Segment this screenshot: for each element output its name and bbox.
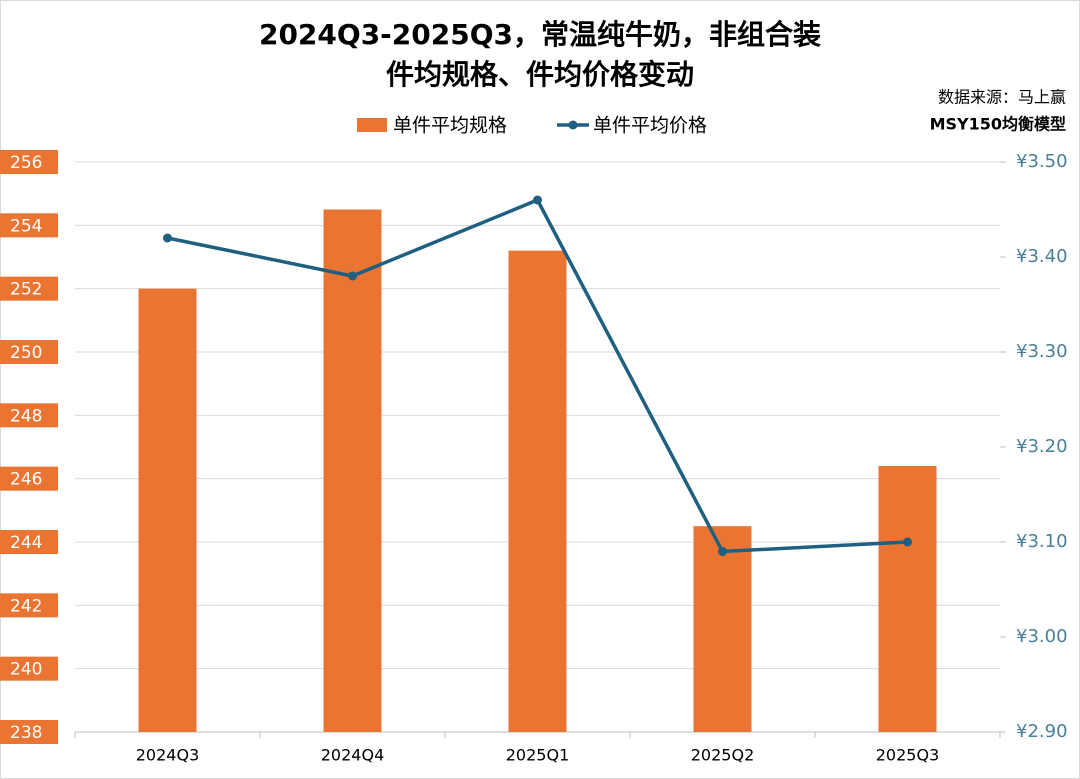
bar [693,526,752,732]
line-marker [348,271,357,281]
y-tick-box [0,593,58,618]
y-tick-label: 256 [10,153,42,173]
y-tick-box [0,720,58,744]
y-tick-box [0,276,58,301]
y-tick-label: 244 [10,533,42,553]
y2-tick-label: ¥2.90 [1016,721,1068,742]
y-tick-label: 246 [10,470,42,490]
chart-title: 件均规格、件均价格变动 [386,58,694,91]
source: MSY150均衡模型 [930,115,1066,134]
x-tick-label: 2025Q1 [506,746,570,765]
legend-swatch [357,118,387,132]
x-tick-label: 2025Q2 [691,746,755,765]
y2-tick-label: ¥3.20 [1016,436,1068,457]
y-tick-label: 254 [10,216,42,236]
y2-tick-label: ¥3.50 [1016,151,1068,172]
legend-swatch [568,120,578,130]
line-marker [903,537,912,547]
y-tick-box [0,656,58,681]
x-tick-label: 2024Q4 [321,746,385,765]
chart-title: 2024Q3-2025Q3，常温纯牛奶，非组合装 [259,18,821,51]
y2-tick-label: ¥3.00 [1016,626,1068,647]
bar [508,250,567,732]
bar [323,209,382,732]
y-tick-box [0,213,58,238]
y-tick-label: 238 [10,723,42,743]
legend-label: 单件平均规格 [393,115,507,137]
y-tick-box [0,466,58,491]
source: 数据来源：马上赢 [938,88,1066,107]
y-tick-box [0,403,58,428]
y-tick-label: 252 [10,280,42,300]
y-tick-label: 250 [10,343,42,363]
line-marker [533,195,542,205]
y-tick-label: 240 [10,660,42,680]
bar [138,288,197,732]
line-marker [718,547,727,556]
legend-label: 单件平均价格 [593,115,707,137]
y2-tick-label: ¥3.10 [1016,531,1068,552]
y-tick-label: 248 [10,406,42,426]
x-tick-label: 2024Q3 [136,746,200,765]
line-marker [163,233,172,243]
y-tick-box [0,340,58,364]
y-tick-box [0,150,58,174]
y2-tick-label: ¥3.40 [1016,246,1068,267]
y2-tick-label: ¥3.30 [1016,341,1068,362]
bar [878,466,937,732]
x-tick-label: 2025Q3 [876,746,940,765]
y-tick-label: 242 [10,596,42,616]
y-tick-box [0,530,58,554]
